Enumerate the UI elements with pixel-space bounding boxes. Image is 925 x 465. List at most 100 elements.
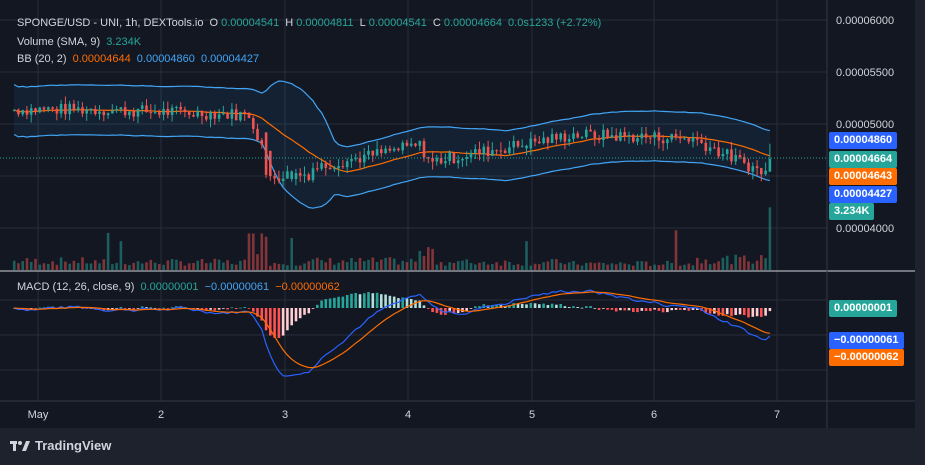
candle-body — [196, 110, 199, 117]
candle-body — [559, 133, 562, 140]
macd-hist-bar — [388, 295, 392, 308]
candle-body — [205, 116, 208, 120]
tradingview-logo[interactable]: TradingView — [10, 438, 111, 453]
volume-bar — [755, 260, 759, 270]
candle-body — [256, 128, 259, 141]
candle-body — [260, 140, 264, 145]
macd-hist-bar — [751, 308, 755, 317]
candle-body — [397, 148, 400, 151]
candle-body — [132, 111, 135, 117]
candle-body — [72, 103, 76, 111]
volume-bar — [632, 265, 635, 270]
candle-body — [730, 149, 733, 162]
volume-bar — [725, 255, 729, 270]
volume-bar — [311, 259, 315, 270]
candle-body — [384, 148, 387, 154]
volume-bar — [700, 263, 703, 270]
candle-body — [589, 129, 592, 132]
volume-bar — [469, 263, 473, 270]
volume-bar — [94, 260, 97, 270]
volume-bar — [81, 257, 84, 270]
volume-bar — [751, 263, 755, 270]
candle-body — [546, 137, 550, 144]
volume-bar — [140, 263, 144, 270]
volume-bar — [546, 261, 550, 270]
volume-bar — [205, 263, 208, 270]
macd-hist-bar — [29, 308, 33, 309]
volume-bar — [508, 261, 511, 270]
volume-bar — [106, 232, 110, 270]
macd-hist-bar — [128, 308, 131, 309]
volume-bar — [345, 262, 349, 270]
volume-bar — [576, 264, 579, 270]
candle-body — [738, 155, 742, 158]
volume-bar — [683, 264, 686, 270]
volume-bar — [149, 259, 153, 270]
candle-body — [619, 132, 622, 141]
macd-hist-bar — [341, 296, 345, 308]
candle-body — [691, 137, 695, 142]
bb-legend[interactable]: BB (20, 2) 0.00004644 0.00004860 0.00004… — [17, 52, 262, 66]
macd-legend[interactable]: MACD (12, 26, close, 9) 0.00000001 −0.00… — [17, 280, 343, 294]
macd-hist-bar — [743, 308, 746, 316]
volume-bar — [666, 260, 669, 270]
candle-body — [55, 108, 59, 114]
volume-bar — [555, 259, 558, 270]
volume-bar — [269, 265, 272, 270]
macd-hist-bar — [290, 308, 293, 326]
candle-body — [747, 162, 750, 172]
candle-body — [649, 137, 652, 139]
volume-bar — [226, 260, 229, 270]
macd-hist-bar — [149, 307, 153, 309]
symbol-title[interactable]: SPONGE/USD - UNI, 1h, DEXTools.io — [17, 17, 204, 29]
candle-body — [363, 154, 366, 163]
macd-hist-bar — [153, 308, 157, 309]
volume-bar — [495, 262, 498, 270]
candle-body — [303, 174, 306, 176]
volume-bar — [743, 255, 746, 270]
macd-hist-bar — [243, 307, 246, 308]
candle-body — [179, 107, 182, 110]
candle-body — [68, 103, 71, 115]
macd-hist-bar — [397, 298, 400, 308]
macd-hist-bar — [34, 308, 37, 309]
candle-body — [683, 138, 686, 140]
macd-hist-bar — [363, 293, 366, 308]
volume-bar — [196, 260, 199, 270]
macd-hist-bar — [644, 308, 648, 311]
candle-body — [89, 108, 93, 111]
macd-hist-bar — [119, 307, 123, 308]
macd-hist-bar — [166, 308, 170, 309]
volume-bar — [298, 265, 302, 270]
time-axis[interactable]: May 2 3 4 5 6 7 — [28, 409, 780, 421]
macd-hist-bar — [328, 298, 332, 308]
volume-bar — [520, 265, 524, 270]
candle-body — [550, 134, 554, 143]
candle-body — [324, 163, 328, 168]
volume-bar — [482, 261, 486, 270]
candle-body — [42, 107, 46, 110]
candle-body — [696, 137, 699, 140]
candle-body — [111, 110, 114, 114]
candle-body — [264, 132, 268, 175]
macd-hist-bar — [298, 308, 302, 319]
macd-hist-bar — [610, 308, 614, 310]
macd-hist-bar — [661, 308, 665, 313]
macd-hist-bar — [324, 299, 328, 308]
candle-body — [230, 109, 234, 119]
macd-hist-bar — [525, 304, 528, 308]
volume-bar — [111, 264, 114, 270]
macd-hist-bar — [623, 308, 626, 311]
candle-body — [555, 134, 558, 140]
macd-hist-bar — [640, 308, 644, 311]
volume-legend[interactable]: Volume (SMA, 9) 3.234K — [17, 35, 144, 49]
volume-bar — [166, 260, 170, 270]
bb-lower-line — [13, 133, 771, 209]
bb-basis-value: 0.00004644 — [72, 53, 131, 65]
candle-body — [226, 112, 229, 119]
volume-bar — [350, 258, 353, 270]
volume-bar — [559, 262, 562, 270]
high-label: H — [285, 17, 294, 29]
candle-body — [439, 158, 443, 164]
